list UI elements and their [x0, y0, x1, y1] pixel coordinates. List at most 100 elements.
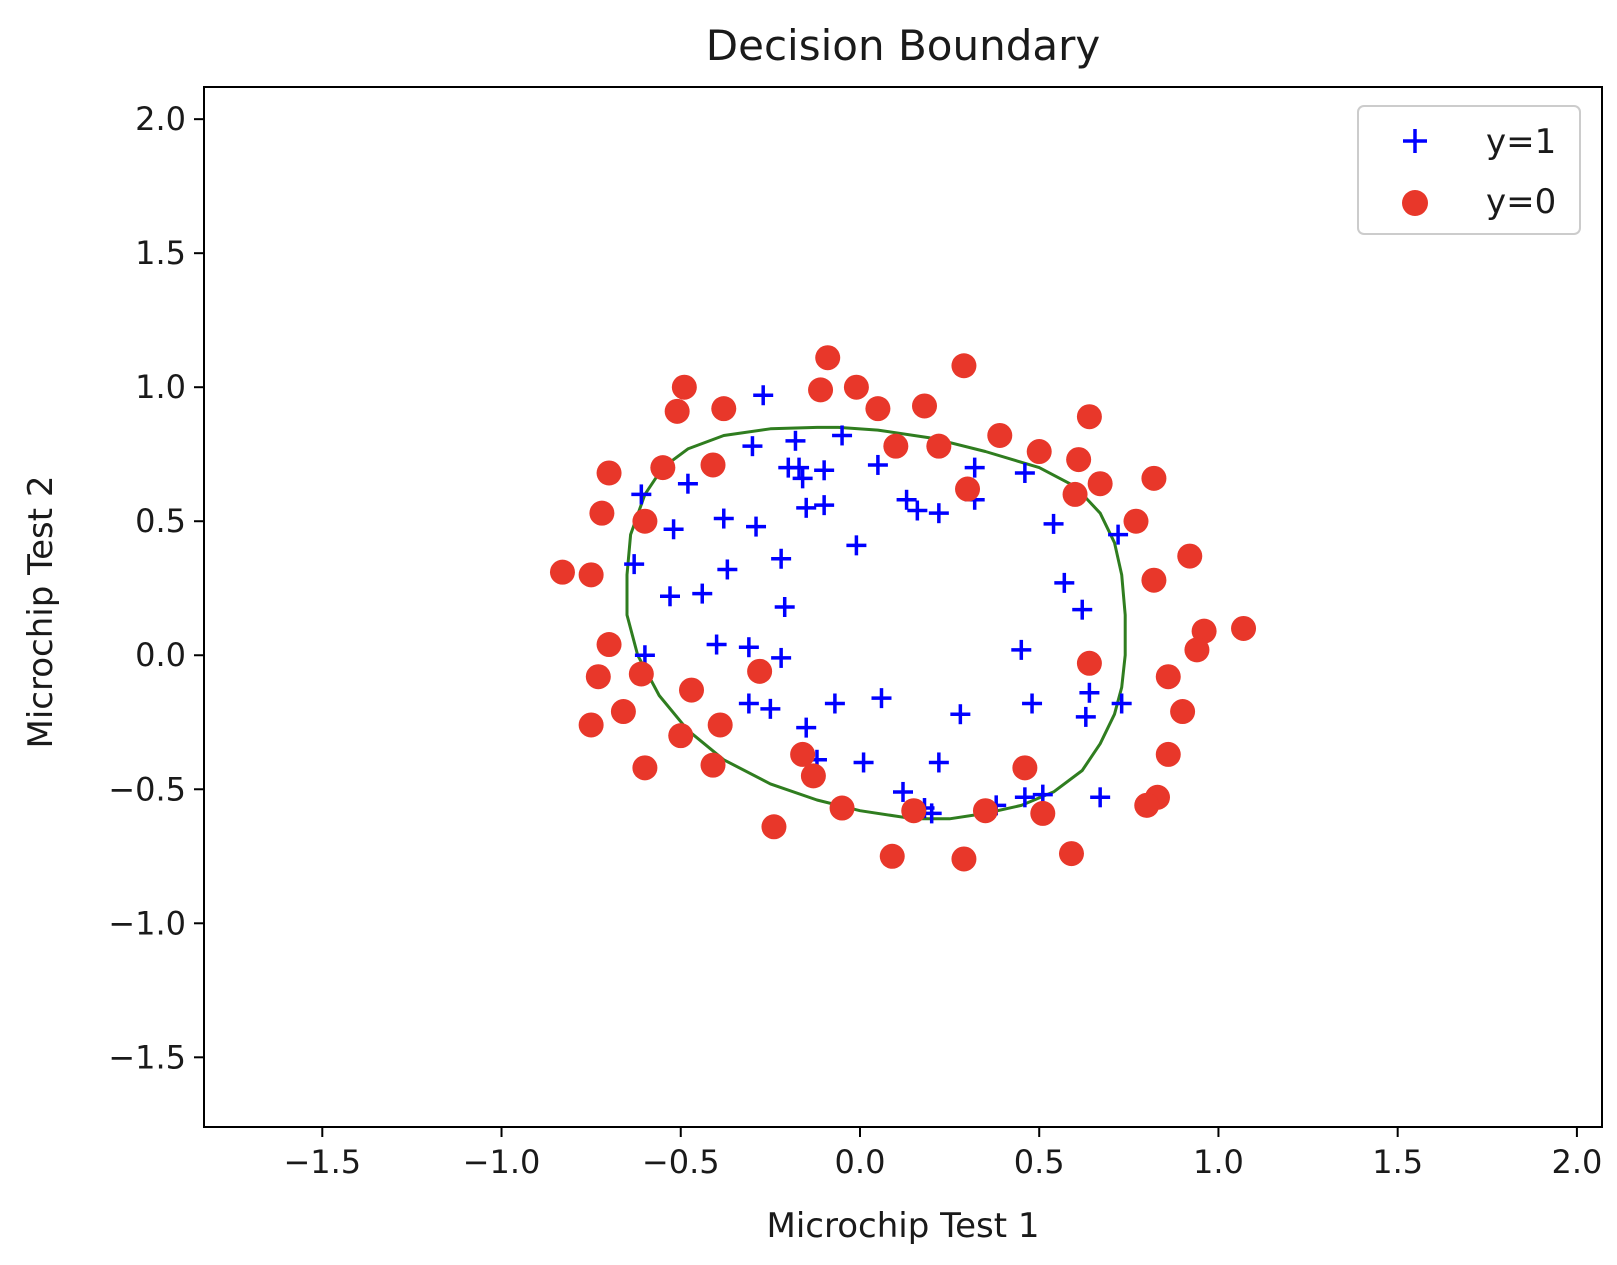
data-point-negative	[1066, 447, 1092, 473]
data-point-negative	[865, 396, 891, 422]
data-point-negative	[747, 658, 773, 684]
data-point-positive	[663, 519, 684, 540]
legend-label-y1: y=1	[1486, 122, 1556, 162]
data-point-negative	[650, 455, 676, 481]
data-point-positive	[896, 489, 917, 510]
data-point-positive	[1011, 639, 1032, 660]
data-point-negative	[815, 345, 841, 371]
data-point-positive	[907, 500, 928, 521]
legend-label-y0: y=0	[1486, 182, 1556, 222]
data-point-negative	[808, 377, 834, 403]
data-point-negative	[549, 559, 575, 585]
data-point-negative	[901, 798, 927, 824]
data-point-negative	[972, 798, 998, 824]
data-point-positive	[796, 717, 817, 738]
data-point-negative	[596, 632, 622, 658]
data-point-negative	[1012, 755, 1038, 781]
data-point-negative	[1087, 471, 1113, 497]
data-point-negative	[879, 843, 905, 869]
data-point-negative	[987, 422, 1013, 448]
data-points	[549, 345, 1257, 872]
data-point-positive	[796, 497, 817, 518]
y-tick-label: 1.5	[135, 234, 186, 272]
data-point-positive	[893, 781, 913, 802]
data-point-negative	[1076, 650, 1102, 676]
plot-frame	[203, 86, 1603, 1128]
data-point-positive	[742, 436, 763, 457]
y-tick-label: −1.5	[108, 1038, 186, 1076]
data-point-positive	[1014, 787, 1035, 808]
data-point-negative	[1026, 439, 1052, 465]
data-point-negative	[596, 460, 622, 486]
data-point-positive	[1111, 693, 1132, 714]
data-point-positive	[1072, 599, 1093, 620]
data-point-negative	[951, 846, 977, 872]
data-point-negative	[1134, 792, 1160, 818]
data-point-positive	[634, 645, 655, 666]
data-point-positive	[846, 535, 867, 556]
data-point-positive	[814, 495, 835, 516]
data-point-negative	[589, 500, 615, 526]
data-point-negative	[1123, 508, 1149, 534]
data-point-positive	[1043, 513, 1064, 534]
data-point-negative	[1155, 664, 1181, 690]
data-point-positive	[1075, 706, 1096, 727]
data-point-positive	[1054, 572, 1075, 593]
data-point-positive	[692, 583, 713, 604]
data-point-negative	[761, 814, 787, 840]
data-point-negative	[1184, 637, 1210, 663]
data-point-negative	[585, 664, 611, 690]
data-point-negative	[1058, 841, 1084, 867]
data-point-positive	[1108, 524, 1129, 545]
legend: y=1 y=0	[1357, 105, 1581, 235]
x-axis: −1.5 −1.0 −0.5 0.0 0.5 1.0 1.5 2.0	[283, 1127, 1602, 1181]
data-point-positive	[824, 693, 845, 714]
data-point-negative	[628, 661, 654, 687]
x-tick-label: 2.0	[1551, 1143, 1602, 1181]
data-point-positive	[1014, 462, 1035, 483]
data-point-positive	[713, 508, 734, 529]
data-point-negative	[926, 433, 952, 459]
y-tick-label: 0.0	[135, 636, 186, 674]
y-axis: −1.5 −1.0 −0.5 0.0 0.5 1.0 1.5 2.0	[108, 100, 204, 1076]
chart-title: Decision Boundary	[706, 21, 1100, 70]
data-point-negative	[664, 398, 690, 424]
series-y0	[549, 345, 1257, 872]
data-point-positive	[964, 457, 985, 478]
x-tick-label: 0.5	[1014, 1143, 1065, 1181]
data-point-negative	[671, 374, 697, 400]
x-tick-label: 0.0	[835, 1143, 886, 1181]
legend-marker-y1	[1403, 129, 1427, 153]
data-point-negative	[700, 752, 726, 778]
x-tick-label: 1.5	[1372, 1143, 1423, 1181]
y-tick-label: 0.5	[135, 502, 186, 540]
data-point-positive	[867, 454, 888, 475]
data-point-negative	[632, 755, 658, 781]
x-tick-label: 1.0	[1193, 1143, 1244, 1181]
data-point-positive	[753, 385, 774, 406]
data-point-negative	[578, 712, 604, 738]
data-point-positive	[832, 425, 853, 446]
legend-marker-y0	[1402, 190, 1428, 216]
data-point-negative	[700, 452, 726, 478]
y-axis-label: Microchip Test 2	[21, 476, 61, 749]
data-point-positive	[746, 516, 767, 537]
data-point-positive	[717, 559, 738, 580]
data-point-negative	[883, 433, 909, 459]
data-point-negative	[1062, 481, 1088, 507]
data-point-positive	[789, 457, 810, 478]
data-point-negative	[1076, 404, 1102, 430]
data-point-negative	[679, 677, 705, 703]
data-point-positive	[677, 473, 698, 494]
data-point-positive	[771, 647, 792, 668]
x-tick-label: −1.5	[283, 1143, 361, 1181]
data-point-negative	[829, 795, 855, 821]
data-point-positive	[1079, 682, 1100, 703]
data-point-negative	[951, 353, 977, 379]
data-point-negative	[1141, 465, 1167, 491]
data-point-negative	[707, 712, 733, 738]
data-point-positive	[928, 752, 949, 773]
data-point-positive	[624, 554, 645, 575]
data-point-positive	[771, 548, 792, 569]
